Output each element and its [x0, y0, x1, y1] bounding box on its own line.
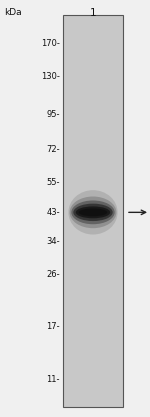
- Ellipse shape: [68, 190, 118, 234]
- Text: 11-: 11-: [46, 375, 60, 384]
- Text: 43-: 43-: [46, 208, 60, 217]
- FancyBboxPatch shape: [63, 15, 123, 407]
- Text: 55-: 55-: [46, 178, 60, 187]
- Text: 1: 1: [90, 8, 96, 18]
- Ellipse shape: [83, 210, 103, 215]
- Ellipse shape: [79, 208, 107, 216]
- Text: 95-: 95-: [46, 111, 60, 119]
- Text: kDa: kDa: [4, 8, 22, 18]
- Text: 17-: 17-: [46, 322, 60, 331]
- Ellipse shape: [76, 206, 110, 218]
- Ellipse shape: [73, 203, 113, 221]
- Text: 130-: 130-: [41, 72, 60, 81]
- Text: 72-: 72-: [46, 145, 60, 153]
- Text: 34-: 34-: [46, 237, 60, 246]
- Ellipse shape: [70, 196, 116, 228]
- Text: 26-: 26-: [46, 270, 60, 279]
- Ellipse shape: [71, 201, 115, 224]
- Text: 170-: 170-: [41, 39, 60, 48]
